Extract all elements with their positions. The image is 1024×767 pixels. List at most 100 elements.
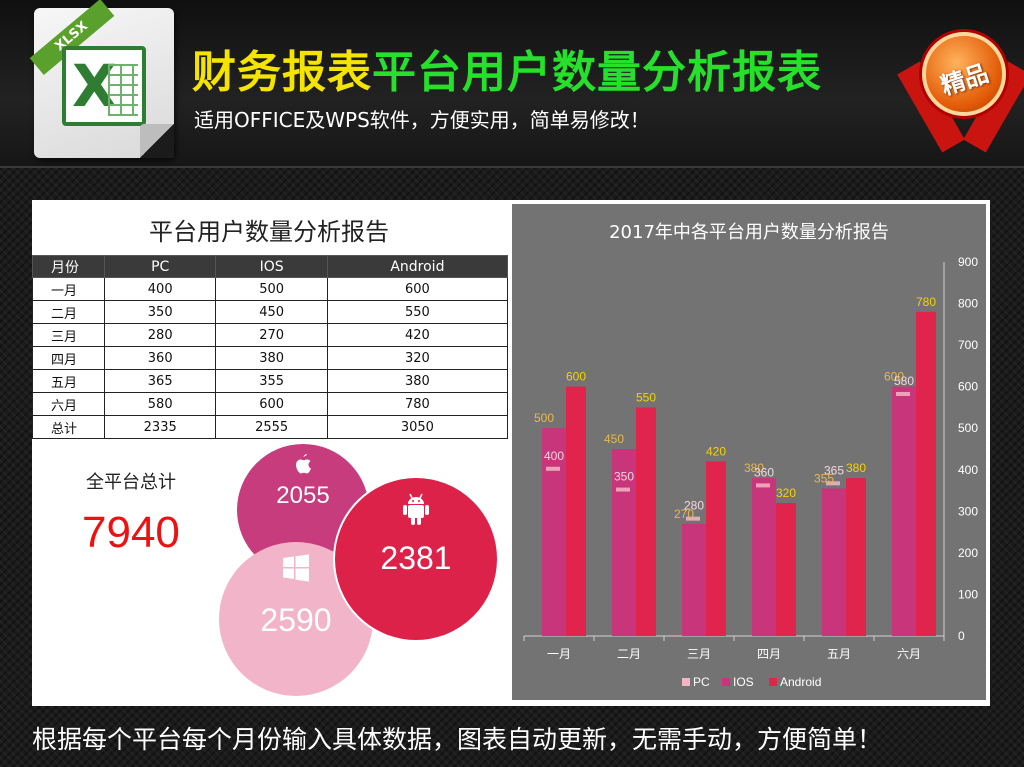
table-cell[interactable]: 400: [103, 277, 217, 301]
table-cell[interactable]: 280: [103, 323, 217, 347]
table-cell[interactable]: 600: [215, 392, 328, 416]
y-tick-label: 0: [958, 629, 965, 643]
x-tick-label: 一月: [547, 647, 571, 661]
medal-icon: 精品: [922, 32, 1006, 116]
bar-ios: [542, 428, 566, 636]
bar-pc: [826, 481, 840, 486]
table-row: 五月 365 355 380: [32, 369, 509, 393]
table-cell[interactable]: 五月: [32, 369, 105, 393]
table-cell[interactable]: 六月: [32, 392, 105, 416]
table-cell[interactable]: 350: [103, 300, 217, 324]
table-cell[interactable]: 550: [326, 300, 509, 324]
badge-label: 精品: [937, 59, 992, 101]
page-fold: [140, 124, 174, 158]
bar-ios: [752, 478, 776, 636]
chart-title: 2017年中各平台用户数量分析报告: [609, 222, 889, 243]
y-tick-label: 700: [958, 338, 978, 352]
data-label-pc: 365: [824, 463, 844, 477]
y-tick-label: 800: [958, 297, 978, 311]
data-label-android: 780: [916, 295, 936, 309]
apple-value: 2055: [276, 482, 330, 509]
table-total-row: 总计 2335 2555 3050: [32, 415, 509, 439]
data-label-android: 600: [566, 370, 586, 384]
table-cell[interactable]: 360: [103, 346, 217, 370]
apple-icon: [296, 454, 311, 474]
legend-label: Android: [780, 675, 821, 689]
table-cell[interactable]: 580: [103, 392, 217, 416]
bar-chart: 2017年中各平台用户数量分析报告 0 100 200 300 400 500 600 700 8…: [512, 204, 986, 700]
y-tick-label: 300: [958, 504, 978, 518]
data-label-ios: 380: [744, 461, 764, 475]
title-part2: 平台用户数量分析报表: [372, 47, 822, 98]
data-label-ios: 600: [884, 370, 904, 384]
windows-icon: [283, 554, 309, 582]
data-label-pc: 360: [754, 465, 774, 479]
y-tick-label: 400: [958, 463, 978, 477]
table-cell[interactable]: 365: [103, 369, 217, 393]
x-tick-label: 四月: [757, 647, 781, 661]
excel-file-icon: XLSX X: [29, 0, 174, 158]
table-row: 六月 580 600 780: [32, 392, 509, 416]
table-cell[interactable]: 一月: [32, 277, 105, 301]
chart-canvas: 2017年中各平台用户数量分析报告 0 100 200 300 400 500 600 700 8…: [523, 222, 978, 689]
android-bubble: 2381: [333, 476, 499, 642]
y-tick-label: 900: [958, 255, 978, 269]
legend-swatch: [769, 678, 777, 686]
table-cell[interactable]: 270: [215, 323, 328, 347]
table-cell[interactable]: 三月: [32, 323, 105, 347]
bar-android: [706, 461, 726, 636]
table-cell[interactable]: 2555: [215, 415, 328, 439]
table-cell[interactable]: 总计: [32, 415, 105, 439]
table-row: 一月 400 500 600: [32, 277, 509, 301]
data-label-pc: 280: [684, 499, 704, 513]
data-label-pc: 400: [544, 449, 564, 463]
table-cell[interactable]: 780: [326, 392, 509, 416]
table-header-row: 月份 PC IOS Android: [32, 255, 509, 278]
table-cell[interactable]: 380: [326, 369, 509, 393]
y-tick-label: 500: [958, 421, 978, 435]
table-row: 四月 360 380 320: [32, 346, 509, 370]
footer-note: 根据每个平台每个月份输入具体数据，图表自动更新，无需手动，方便简单！: [32, 725, 883, 754]
table-cell[interactable]: 3050: [326, 415, 509, 439]
bar-ios: [682, 523, 706, 636]
table-cell[interactable]: 二月: [32, 300, 105, 324]
bar-android: [636, 407, 656, 636]
x-tick-label: 五月: [827, 647, 851, 661]
table-cell[interactable]: 420: [326, 323, 509, 347]
table-cell[interactable]: 320: [326, 346, 509, 370]
legend-swatch: [722, 678, 730, 686]
premium-badge: 精品: [897, 12, 1024, 162]
x-tick-label: 三月: [687, 647, 711, 661]
bar-ios: [892, 386, 916, 636]
table-cell[interactable]: 四月: [32, 346, 105, 370]
data-label-ios: 355: [814, 471, 834, 485]
title-part1: 财务报表: [192, 47, 372, 98]
data-label-android: 320: [776, 486, 796, 500]
data-label-ios: 270: [674, 507, 694, 521]
table-cell[interactable]: 600: [326, 277, 509, 301]
data-label-pc: 350: [614, 470, 634, 484]
header-cell: 月份: [32, 255, 105, 278]
table-title: 平台用户数量分析报告: [149, 218, 389, 246]
bar-pc: [616, 487, 630, 492]
x-tick-label: 六月: [897, 647, 921, 661]
data-label-android: 380: [846, 461, 866, 475]
report-panel: 平台用户数量分析报告 月份 PC IOS Android 一月 400 500 …: [32, 200, 990, 706]
header-cell: PC: [103, 255, 217, 278]
table-cell[interactable]: 355: [215, 369, 328, 393]
legend-label: IOS: [733, 675, 754, 689]
bar-pc: [756, 483, 770, 488]
table-cell[interactable]: 380: [215, 346, 328, 370]
table-cell[interactable]: 500: [215, 277, 328, 301]
page-title: 财务报表平台用户数量分析报表: [192, 36, 822, 100]
data-label-android: 420: [706, 444, 726, 458]
table-cell[interactable]: 2335: [103, 415, 217, 439]
header-cell: Android: [326, 255, 509, 278]
y-tick-label: 600: [958, 380, 978, 394]
total-label: 全平台总计: [86, 472, 176, 493]
bar-pc: [686, 516, 700, 521]
legend-label: PC: [693, 675, 710, 689]
y-tick-label: 200: [958, 546, 978, 560]
bar-ios: [612, 449, 636, 636]
table-cell[interactable]: 450: [215, 300, 328, 324]
